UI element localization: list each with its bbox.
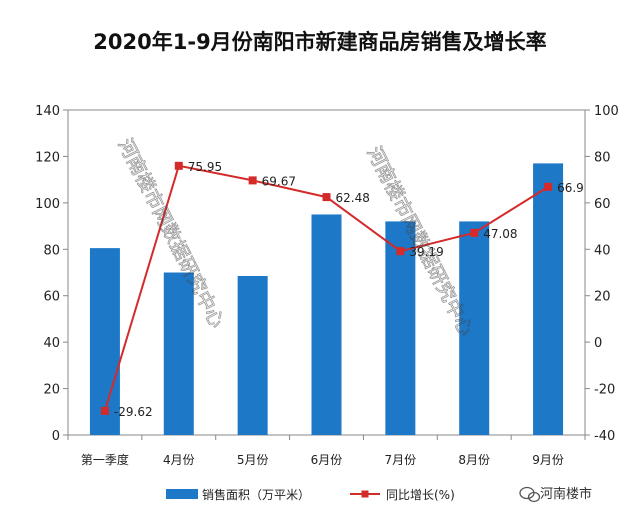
wechat-icon <box>519 486 541 503</box>
data-label: 62.48 <box>336 191 370 205</box>
growth-marker <box>544 182 553 191</box>
y-left-tick-label: 60 <box>43 290 60 305</box>
category-label: 6月份 <box>311 453 343 467</box>
data-label: -29.62 <box>114 405 153 419</box>
category-label: 8月份 <box>458 453 490 467</box>
chart-title: 2020年1-9月份南阳市新建商品房销售及增长率 <box>93 30 546 54</box>
data-label: 69.67 <box>262 174 296 188</box>
data-label: 75.95 <box>188 160 222 174</box>
growth-marker <box>248 176 257 185</box>
bar <box>311 214 342 435</box>
category-label: 9月份 <box>532 453 564 467</box>
y-right-tick-label: -20 <box>594 383 615 398</box>
bar <box>459 221 490 435</box>
legend-swatch-bar <box>166 489 198 499</box>
category-label: 第一季度 <box>81 452 129 467</box>
growth-marker <box>396 247 405 256</box>
y-left-tick-label: 100 <box>35 197 60 212</box>
category-label: 7月份 <box>385 453 417 467</box>
y-left-tick-label: 20 <box>43 383 60 398</box>
bar <box>89 248 120 435</box>
data-label: 39.19 <box>409 245 443 259</box>
brand-text: 河南楼市 <box>540 486 592 502</box>
y-right-tick-label: 20 <box>594 290 611 305</box>
y-right-tick-label: 0 <box>594 336 602 351</box>
growth-marker <box>470 228 479 237</box>
y-right-tick-label: -40 <box>594 429 615 444</box>
y-right-tick-label: 100 <box>594 104 619 119</box>
y-right-tick-label: 80 <box>594 150 611 165</box>
y-right-tick-label: 40 <box>594 243 611 258</box>
data-label: 66.9 <box>557 181 584 195</box>
legend-swatch-marker <box>361 490 369 498</box>
y-left-tick-label: 120 <box>35 150 60 165</box>
data-label: 47.08 <box>483 227 517 241</box>
category-label: 4月份 <box>163 453 195 467</box>
y-left-tick-label: 80 <box>43 243 60 258</box>
growth-marker <box>174 161 183 170</box>
plot-area: 0 20 40 60 80 100 120 140 -40 -20 0 20 40 60 80 100 第一季度… <box>35 104 619 467</box>
legend-label-bar: 销售面积（万平米） <box>202 487 310 502</box>
growth-marker <box>100 406 109 415</box>
y-right-tick-label: 60 <box>594 197 611 212</box>
bar <box>163 272 194 435</box>
growth-marker <box>322 193 331 202</box>
y-left-tick-label: 40 <box>43 336 60 351</box>
y-left-tick-label: 140 <box>35 104 60 119</box>
legend: 销售面积（万平米） 同比增长(%) <box>166 487 455 502</box>
category-label: 5月份 <box>237 453 269 467</box>
legend-label-line: 同比增长(%) <box>386 488 455 502</box>
bar <box>533 163 564 435</box>
bar <box>385 221 416 435</box>
y-left-tick-label: 0 <box>52 429 60 444</box>
bar <box>237 275 268 435</box>
